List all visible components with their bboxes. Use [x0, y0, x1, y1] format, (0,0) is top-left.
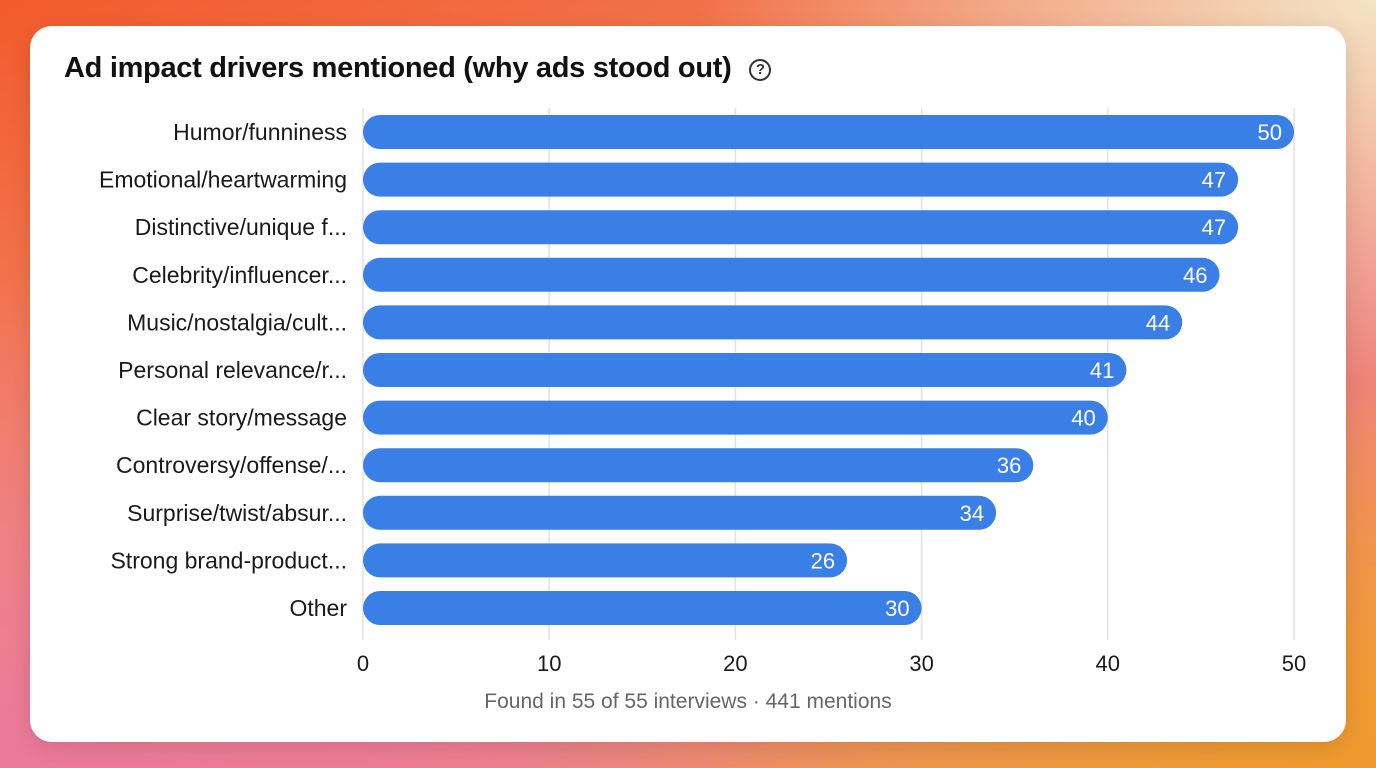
category-labels: Humor/funniness Emotional/heartwarming Dis… — [99, 119, 347, 621]
bar[interactable] — [363, 162, 1239, 197]
category-label: Clear story/message — [136, 405, 347, 431]
bar-value-label: 26 — [811, 548, 835, 573]
bar-value-label: 34 — [960, 501, 984, 526]
category-label: Personal relevance/r... — [118, 357, 347, 383]
chart-title: Ad impact drivers mentioned (why ads sto… — [64, 52, 732, 84]
bar[interactable] — [363, 400, 1108, 435]
x-tick-label: 0 — [357, 651, 369, 676]
x-tick-label: 30 — [909, 651, 933, 676]
chart-card: Ad impact drivers mentioned (why ads sto… — [30, 26, 1346, 742]
bar-value-label: 30 — [885, 596, 909, 621]
bar[interactable] — [363, 305, 1183, 340]
category-label: Strong brand-product... — [110, 547, 347, 573]
footer-summary: Found in 55 of 55 interviews · 441 menti… — [484, 690, 892, 713]
bar-value-label: 46 — [1183, 263, 1207, 288]
category-label: Humor/funniness — [173, 119, 347, 145]
bar[interactable] — [363, 448, 1034, 483]
category-label: Other — [289, 595, 347, 621]
bar-value-label: 40 — [1071, 406, 1095, 431]
bars: 50 47 47 46 44 41 40 36 34 26 30 — [363, 115, 1294, 625]
bar[interactable] — [363, 543, 848, 578]
bar-chart: 50 47 47 46 44 41 40 36 34 26 30 Humor/funniness Em… — [99, 108, 1306, 676]
category-label: Emotional/heartwarming — [99, 167, 347, 193]
title-row: Ad impact drivers mentioned (why ads sto… — [64, 52, 772, 85]
bar[interactable] — [363, 353, 1127, 387]
x-tick-label: 10 — [537, 651, 561, 676]
category-label: Distinctive/unique f... — [135, 214, 347, 240]
bar[interactable] — [363, 591, 922, 625]
x-axis-ticks: 0 10 20 30 40 50 — [357, 651, 1306, 676]
category-label: Controversy/offense/... — [116, 452, 347, 478]
bar-value-label: 36 — [997, 453, 1021, 478]
bar[interactable] — [363, 257, 1220, 292]
bar-value-label: 44 — [1146, 310, 1170, 335]
bar-value-label: 47 — [1202, 168, 1226, 193]
bar-value-label: 41 — [1090, 358, 1114, 383]
bar-value-label: 47 — [1202, 215, 1226, 240]
x-tick-label: 40 — [1096, 651, 1120, 676]
x-tick-label: 50 — [1282, 651, 1306, 676]
bar-value-label: 50 — [1258, 120, 1282, 145]
bar[interactable] — [363, 115, 1294, 149]
category-label: Surprise/twist/absur... — [127, 500, 347, 526]
question-circle-icon[interactable]: ? — [749, 58, 772, 81]
category-label: Celebrity/influencer... — [132, 262, 347, 288]
bar[interactable] — [363, 495, 997, 530]
x-tick-label: 20 — [723, 651, 747, 676]
bar[interactable] — [363, 210, 1239, 245]
category-label: Music/nostalgia/cult... — [127, 309, 347, 335]
